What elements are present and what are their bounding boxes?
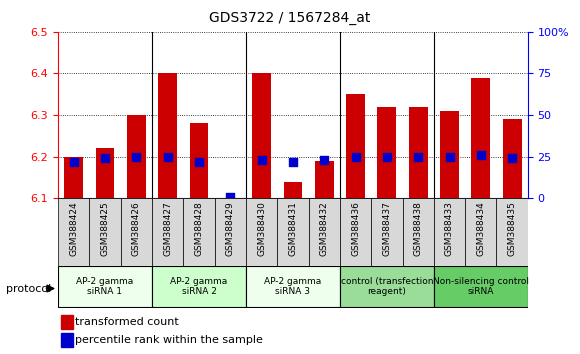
Bar: [284, 182, 302, 198]
Bar: [96, 148, 114, 198]
FancyBboxPatch shape: [434, 266, 528, 307]
FancyBboxPatch shape: [309, 198, 340, 266]
Bar: [61, 315, 72, 329]
Text: AP-2 gamma
siRNA 2: AP-2 gamma siRNA 2: [171, 277, 227, 296]
Bar: [472, 78, 490, 198]
Point: [100, 155, 110, 161]
Point: [194, 159, 204, 165]
Text: GSM388438: GSM388438: [414, 202, 423, 257]
Text: AP-2 gamma
siRNA 3: AP-2 gamma siRNA 3: [264, 277, 321, 296]
FancyBboxPatch shape: [183, 198, 215, 266]
Point: [382, 154, 392, 159]
Text: transformed count: transformed count: [75, 317, 179, 327]
Text: GSM388430: GSM388430: [257, 202, 266, 257]
FancyBboxPatch shape: [340, 266, 434, 307]
Text: GSM388425: GSM388425: [100, 202, 110, 256]
Point: [476, 152, 485, 158]
FancyBboxPatch shape: [340, 198, 371, 266]
Text: protocol: protocol: [6, 284, 51, 293]
Text: GSM388424: GSM388424: [69, 202, 78, 256]
Text: GSM388437: GSM388437: [382, 202, 392, 257]
Point: [351, 154, 360, 159]
Text: GSM388431: GSM388431: [288, 202, 298, 257]
Text: GSM388433: GSM388433: [445, 202, 454, 257]
FancyBboxPatch shape: [215, 198, 246, 266]
Bar: [61, 333, 72, 347]
Bar: [315, 161, 333, 198]
FancyBboxPatch shape: [246, 198, 277, 266]
Point: [163, 154, 172, 159]
Bar: [64, 156, 83, 198]
FancyBboxPatch shape: [371, 198, 403, 266]
Text: GSM388428: GSM388428: [194, 202, 204, 256]
Point: [320, 157, 329, 163]
FancyBboxPatch shape: [121, 198, 152, 266]
FancyBboxPatch shape: [434, 198, 465, 266]
Text: percentile rank within the sample: percentile rank within the sample: [75, 335, 263, 345]
FancyBboxPatch shape: [277, 198, 309, 266]
Text: GSM388435: GSM388435: [508, 202, 517, 257]
Point: [288, 159, 298, 165]
Bar: [190, 123, 208, 198]
FancyBboxPatch shape: [58, 198, 89, 266]
Bar: [409, 107, 427, 198]
Bar: [252, 73, 271, 198]
Bar: [346, 94, 365, 198]
Text: GSM388427: GSM388427: [163, 202, 172, 256]
Text: Non-silencing control
siRNA: Non-silencing control siRNA: [433, 277, 529, 296]
Bar: [440, 111, 459, 198]
Text: GDS3722 / 1567284_at: GDS3722 / 1567284_at: [209, 11, 371, 25]
FancyBboxPatch shape: [58, 266, 152, 307]
FancyBboxPatch shape: [403, 198, 434, 266]
Bar: [158, 73, 177, 198]
Text: GSM388429: GSM388429: [226, 202, 235, 256]
FancyBboxPatch shape: [496, 198, 528, 266]
Text: GSM388436: GSM388436: [351, 202, 360, 257]
Point: [508, 155, 517, 161]
Bar: [127, 115, 146, 198]
Point: [257, 157, 266, 163]
Bar: [378, 107, 396, 198]
FancyBboxPatch shape: [246, 266, 340, 307]
Text: GSM388432: GSM388432: [320, 202, 329, 256]
FancyBboxPatch shape: [152, 266, 246, 307]
FancyBboxPatch shape: [465, 198, 496, 266]
Point: [132, 154, 141, 159]
FancyBboxPatch shape: [152, 198, 183, 266]
Text: GSM388426: GSM388426: [132, 202, 141, 256]
Point: [445, 154, 454, 159]
FancyBboxPatch shape: [89, 198, 121, 266]
Point: [414, 154, 423, 159]
Point: [69, 159, 78, 165]
Bar: [503, 119, 521, 198]
Text: GSM388434: GSM388434: [476, 202, 485, 256]
Text: AP-2 gamma
siRNA 1: AP-2 gamma siRNA 1: [77, 277, 133, 296]
Point: [226, 194, 235, 199]
Text: control (transfection
reagent): control (transfection reagent): [340, 277, 433, 296]
